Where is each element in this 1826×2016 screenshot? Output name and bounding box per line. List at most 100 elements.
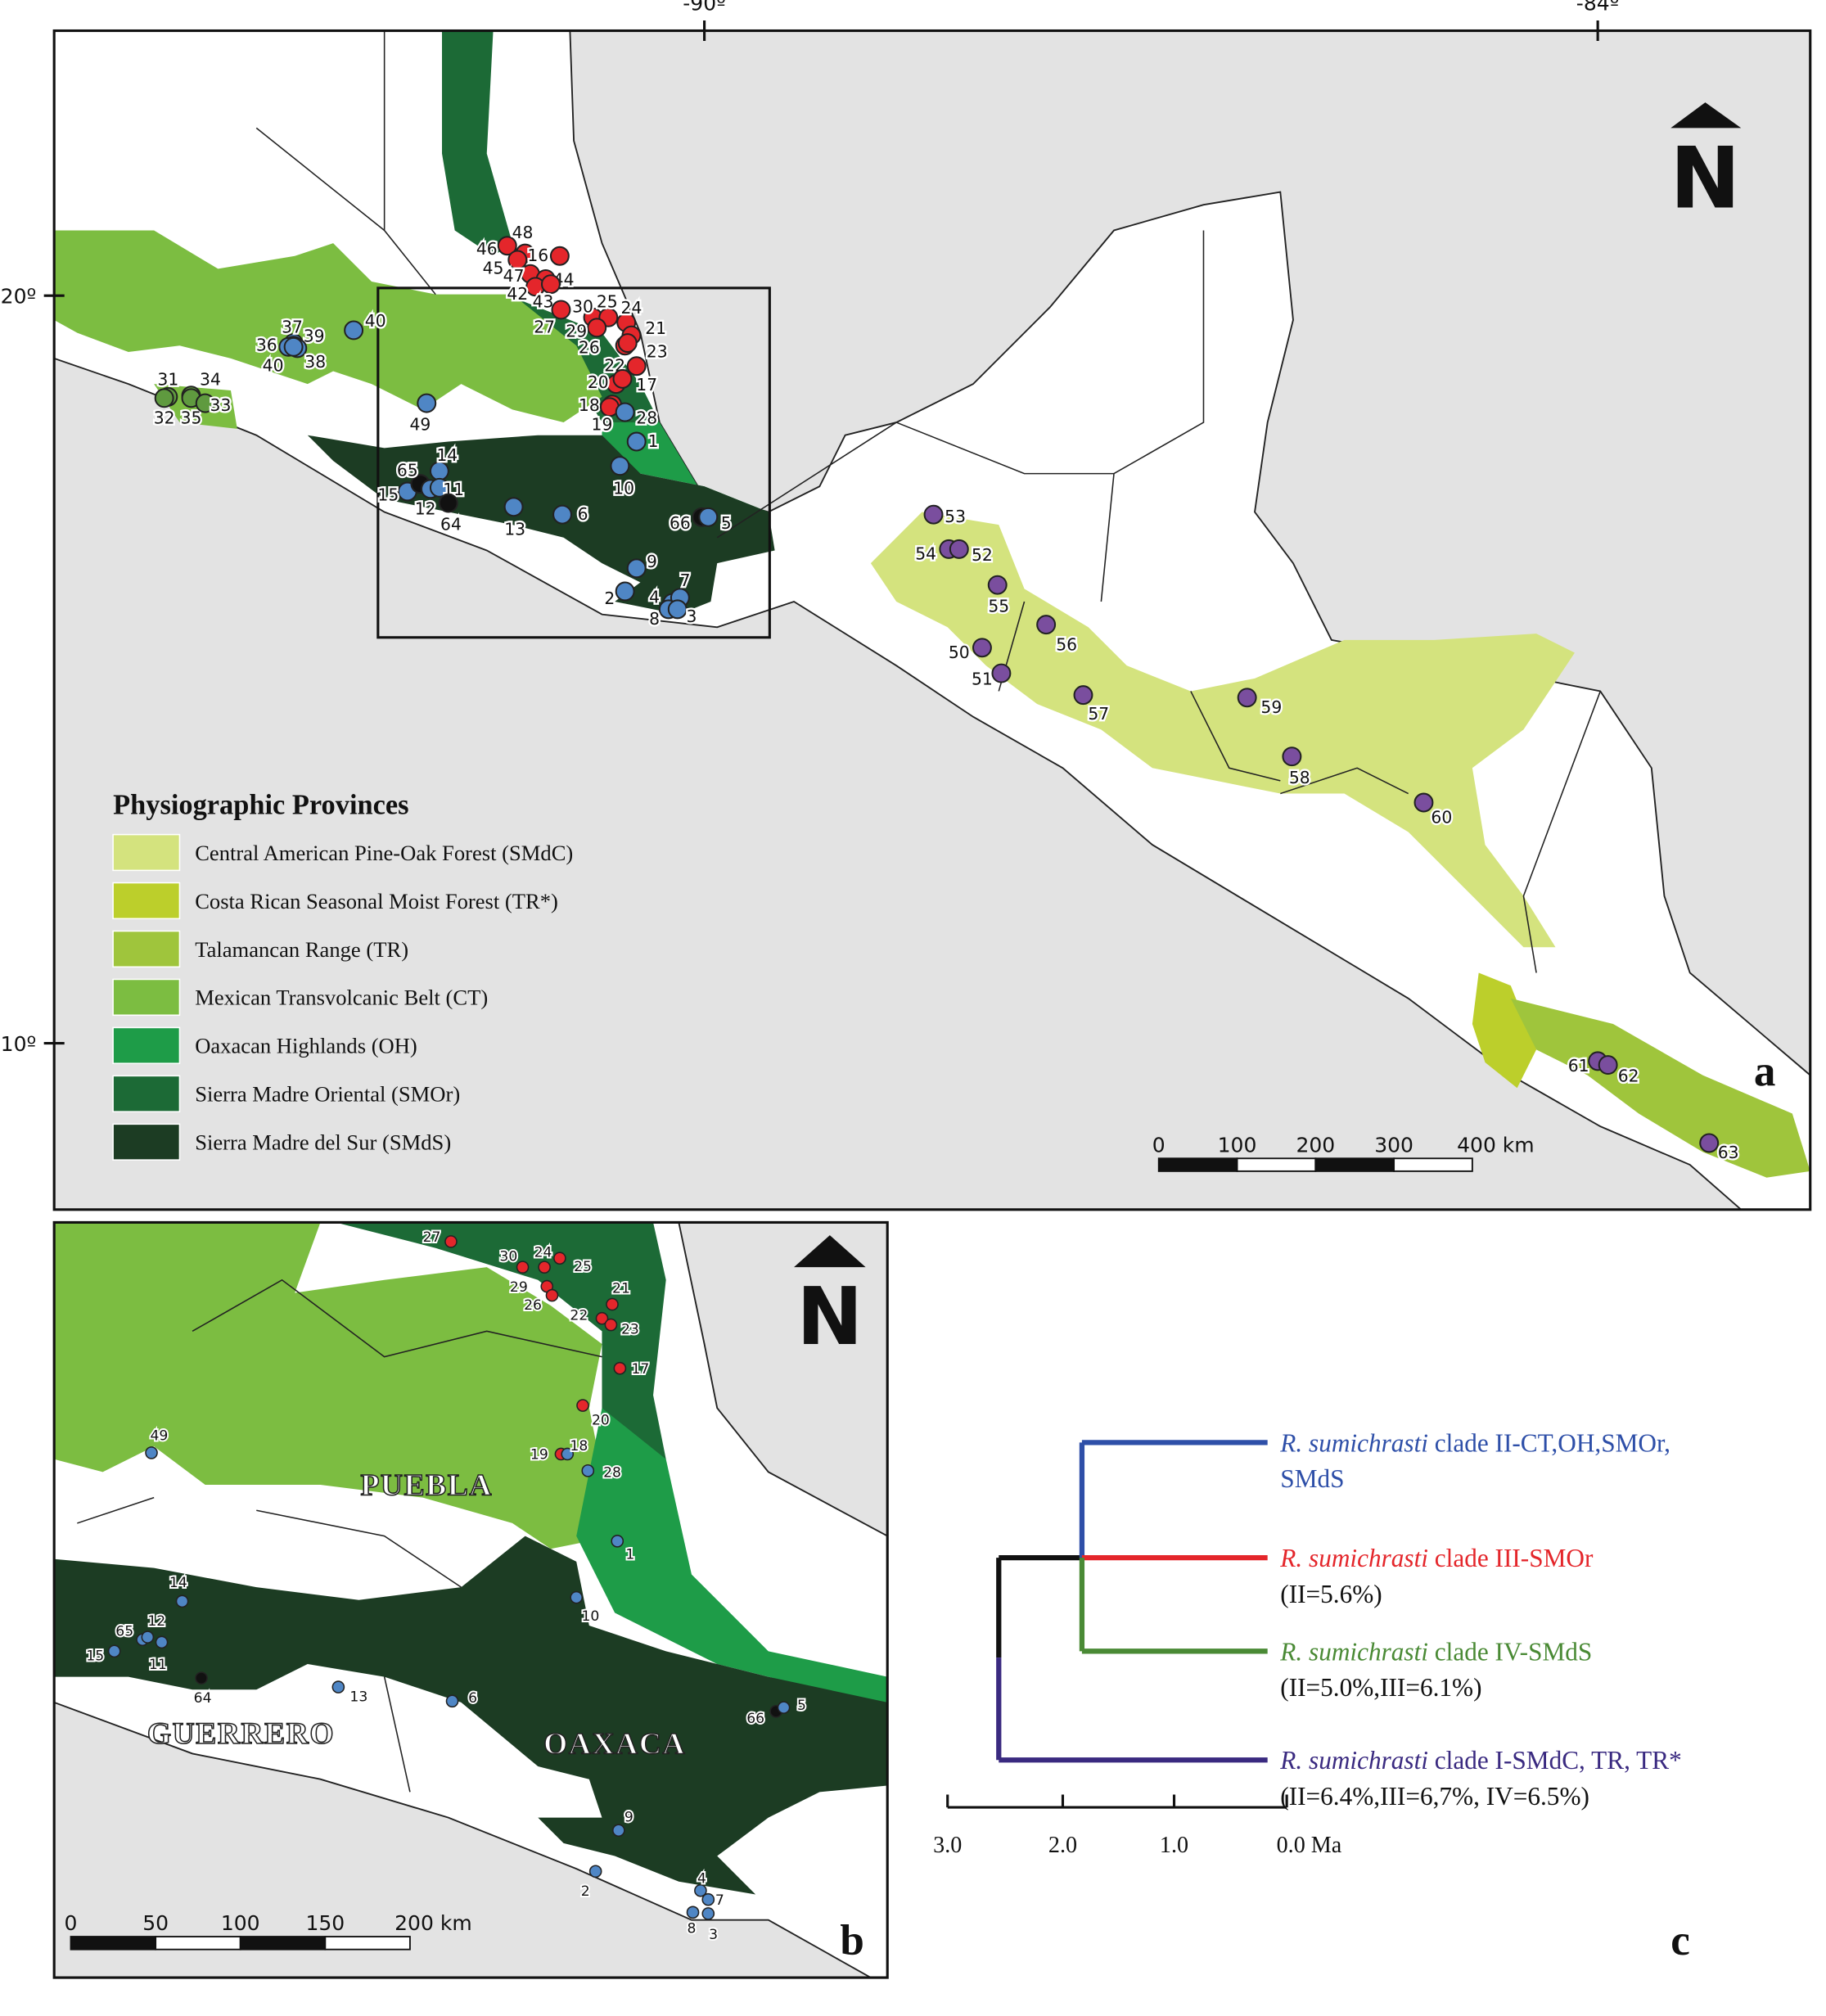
sample-point: [331, 1680, 345, 1694]
scale-label: 0: [1152, 1133, 1165, 1157]
distance-label: (II=5.6%): [1280, 1580, 1382, 1608]
branch: [1079, 1440, 1268, 1558]
sample-label: 62: [1618, 1066, 1639, 1085]
sample-label: 6: [468, 1690, 477, 1707]
legend-label: Oaxacan Highlands (OH): [195, 1034, 417, 1058]
sample-label: 59: [1260, 697, 1282, 717]
clade-name: clade I-SMdC, TR, TR*: [1435, 1746, 1682, 1775]
sample-label: 54: [915, 543, 936, 563]
sample-label: 48: [512, 223, 534, 242]
sample-label: 17: [636, 375, 657, 395]
sample-label: 7: [715, 1892, 724, 1909]
panel-label: a: [1754, 1048, 1776, 1095]
sample-point: [107, 1644, 121, 1658]
frame: [52, 1220, 889, 1979]
sample-point: [551, 300, 571, 320]
sample-label: 5: [797, 1698, 806, 1714]
sample-label: 16: [527, 246, 548, 265]
sample-point: [595, 1311, 609, 1325]
sample-point: [698, 507, 719, 527]
region-label: OAXACA: [543, 1727, 686, 1761]
sample-label: 3: [686, 607, 697, 626]
sample-label: 40: [365, 311, 386, 331]
sample-label: 29: [510, 1279, 528, 1296]
sample-label: 53: [945, 507, 966, 526]
north-label: N: [1670, 129, 1740, 228]
sample-label: 10: [613, 479, 634, 498]
sample-point: [686, 1906, 700, 1919]
sample-point: [612, 1824, 625, 1838]
sample-label: 17: [631, 1361, 649, 1378]
legend-label: Mexican Transvolcanic Belt (CT): [195, 985, 488, 1010]
sample-label: 65: [115, 1624, 133, 1640]
sample-label: 12: [147, 1613, 165, 1630]
sample-label: 1: [648, 431, 659, 451]
sample-label: 33: [210, 395, 232, 415]
sample-label: 23: [621, 1321, 639, 1337]
sample-label: 55: [988, 597, 1009, 616]
sample-point: [701, 1892, 715, 1906]
sample-label: 39: [304, 327, 325, 346]
sample-point: [626, 431, 647, 452]
sample-label: 1: [625, 1547, 634, 1563]
sample-point: [613, 1361, 627, 1375]
sample-point: [561, 1447, 575, 1461]
scale-segment: [324, 1936, 411, 1951]
sample-label: 65: [397, 461, 418, 480]
scale-label: 200 km: [395, 1911, 472, 1935]
north-arrow: [794, 1235, 866, 1268]
tree-axis: [946, 1794, 1288, 1809]
tree-axis-label: 1.0: [1160, 1833, 1188, 1858]
clade-name: clade IV-SMdS: [1435, 1637, 1593, 1666]
sample-point: [626, 356, 647, 377]
scale-label: 0: [65, 1911, 78, 1935]
north-label: N: [796, 1270, 863, 1363]
sample-point: [553, 1252, 566, 1265]
sample-point: [626, 558, 647, 579]
sample-label: 18: [570, 1438, 588, 1454]
sample-point: [610, 456, 630, 476]
sample-label: 4: [697, 1870, 706, 1887]
sample-point: [154, 388, 174, 408]
sample-point: [145, 1446, 158, 1459]
sample-point: [444, 1235, 458, 1248]
sample-point: [1237, 688, 1257, 708]
sample-point: [570, 1590, 584, 1604]
sample-point: [587, 318, 607, 338]
branch: [996, 1555, 1082, 1658]
sample-label: 8: [649, 609, 660, 629]
sample-label: 26: [579, 338, 600, 358]
scale-label: 300: [1374, 1133, 1413, 1157]
legend-swatch: [112, 1075, 181, 1112]
sample-point: [1036, 615, 1057, 635]
sample-label: 32: [154, 408, 175, 428]
sample-point: [155, 1635, 169, 1649]
sample-point: [141, 1630, 155, 1644]
sample-label: 58: [1289, 768, 1310, 787]
region-label: GUERRERO: [147, 1717, 335, 1751]
legend-label: Central American Pine-Oak Forest (SMdC): [195, 841, 573, 865]
province-ct: [54, 230, 602, 429]
sample-label: 20: [592, 1413, 610, 1429]
sample-label: 28: [636, 408, 657, 428]
sample-label: 36: [256, 335, 277, 354]
province-oh: [576, 1408, 888, 1729]
sample-point: [611, 1535, 624, 1548]
graticule-label: -84º: [1576, 0, 1620, 16]
sample-point: [576, 1399, 589, 1412]
sample-label: 43: [533, 291, 554, 311]
graticule-label: -90º: [683, 0, 726, 16]
sample-point: [604, 1318, 618, 1332]
province-ct: [54, 1222, 615, 1549]
graticule-label: 10º: [1, 1032, 37, 1056]
sample-point: [972, 638, 992, 658]
sample-label: 15: [377, 485, 399, 504]
clade-name: clade II-CT,OH,SMOr,: [1435, 1428, 1670, 1457]
distance-label: (II=6.4%,III=6,7%, IV=6.5%): [1280, 1782, 1589, 1811]
sample-label: 2: [604, 589, 615, 608]
province-smor: [442, 30, 660, 449]
sample-label: 12: [415, 499, 436, 519]
sample-label: 38: [304, 352, 326, 372]
sample-label: 25: [574, 1259, 592, 1275]
sample-label: 13: [504, 520, 525, 539]
